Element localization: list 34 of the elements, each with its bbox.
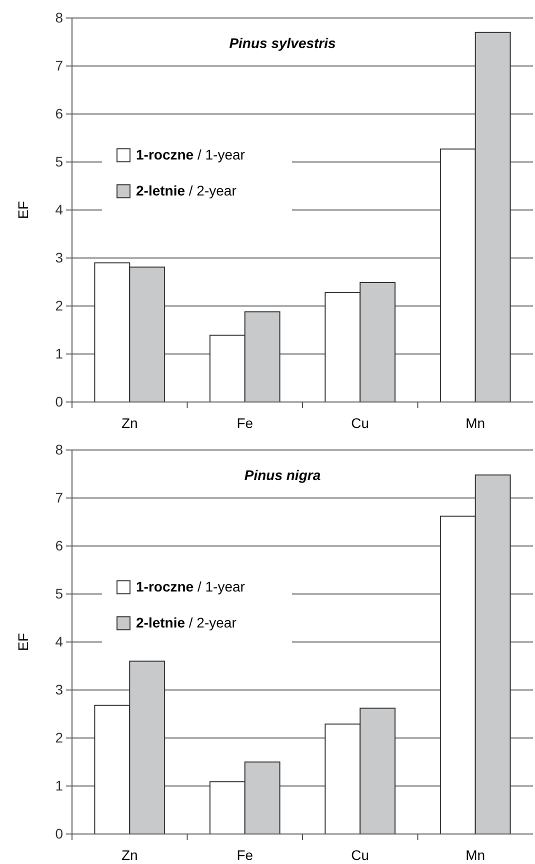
y-tick-label: 6 <box>55 537 64 554</box>
y-tick-label: 3 <box>55 681 64 698</box>
legend-label: 2-letnie / 2-year <box>136 182 237 199</box>
y-tick-label: 7 <box>55 57 64 74</box>
x-tick-label: Mn <box>466 847 486 863</box>
x-tick-label: Cu <box>351 415 370 431</box>
y-tick-label: 4 <box>55 633 64 650</box>
y-tick-label: 3 <box>55 249 64 266</box>
x-tick-label: Fe <box>236 847 254 863</box>
y-axis-title: EF <box>15 633 31 651</box>
y-tick-label: 1 <box>55 345 64 362</box>
x-tick-label: Mn <box>466 415 486 431</box>
text: Pinus nigra <box>244 467 321 483</box>
x-tick-label: Zn <box>121 415 138 431</box>
y-tick-label: 0 <box>55 393 64 410</box>
x-tick-label: Fe <box>236 415 254 431</box>
text: Pinus sylvestris <box>229 35 336 51</box>
y-tick-label: 1 <box>55 777 64 794</box>
y-tick-label: 4 <box>55 201 64 218</box>
legend-label: 1-roczne / 1-year <box>136 146 246 163</box>
legend-label: 1-roczne / 1-year <box>136 578 246 595</box>
y-tick-label: 6 <box>55 105 64 122</box>
y-tick-label: 8 <box>55 441 64 458</box>
y-tick-label: 5 <box>55 153 64 170</box>
y-tick-label: 2 <box>55 729 64 746</box>
x-tick-label: Cu <box>351 847 370 863</box>
legend-label: 2-letnie / 2-year <box>136 614 237 631</box>
y-tick-label: 5 <box>55 585 64 602</box>
y-tick-label: 7 <box>55 489 64 506</box>
y-tick-label: 0 <box>55 825 64 842</box>
y-tick-label: 8 <box>55 9 64 26</box>
x-tick-label: Zn <box>121 847 138 863</box>
y-axis-title: EF <box>15 201 31 219</box>
y-tick-label: 2 <box>55 297 64 314</box>
